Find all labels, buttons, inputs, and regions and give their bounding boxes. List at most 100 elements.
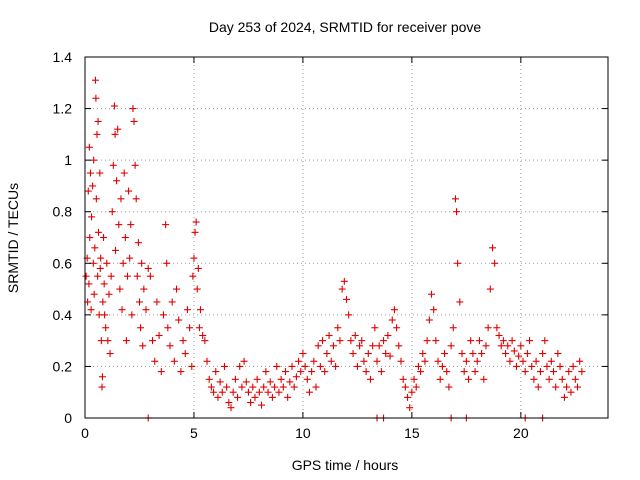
data-point [123, 272, 131, 280]
data-point [85, 280, 93, 288]
data-point [100, 234, 108, 241]
data-point [576, 357, 584, 365]
data-point [360, 357, 368, 365]
data-point [523, 350, 531, 358]
data-point [163, 259, 171, 267]
data-point [286, 378, 294, 386]
data-point [432, 337, 440, 345]
data-point [489, 244, 497, 252]
data-point [480, 375, 488, 383]
data-point [220, 362, 228, 370]
data-point [434, 357, 442, 365]
data-point [412, 383, 420, 391]
data-point [251, 393, 259, 401]
data-point [515, 352, 523, 360]
data-point [177, 368, 185, 376]
data-point [258, 401, 266, 409]
data-point [140, 285, 148, 293]
data-point [279, 383, 287, 391]
data-point [386, 352, 394, 360]
x-tick-label: 20 [513, 425, 529, 441]
data-point [393, 324, 401, 332]
data-point [519, 357, 527, 365]
data-point [482, 342, 490, 350]
data-point [334, 324, 342, 332]
data-point [223, 383, 231, 391]
x-tick-label: 10 [295, 425, 311, 441]
data-point [578, 368, 586, 376]
data-point [569, 362, 577, 370]
data-point [308, 368, 316, 376]
data-point [567, 388, 575, 396]
data-point [104, 337, 112, 345]
data-point [249, 383, 257, 391]
data-point [356, 342, 364, 350]
data-point [205, 375, 213, 383]
data-point [115, 221, 123, 229]
data-point [203, 357, 211, 365]
data-point [462, 357, 470, 365]
data-point [484, 324, 492, 332]
data-point [132, 195, 140, 203]
data-point [395, 342, 403, 350]
data-point [465, 375, 473, 383]
data-point [336, 337, 344, 345]
data-point [467, 337, 475, 345]
data-point [301, 362, 309, 370]
data-point [122, 337, 130, 345]
data-point [236, 362, 244, 370]
data-point [105, 290, 113, 298]
data-point [499, 337, 507, 345]
data-point [255, 388, 263, 396]
data-point [397, 357, 405, 365]
data-point [475, 337, 483, 345]
data-point [194, 264, 202, 272]
data-point [558, 375, 566, 383]
data-point [271, 383, 279, 391]
data-point [142, 306, 150, 314]
data-point [358, 337, 366, 345]
data-point [375, 342, 383, 350]
data-point [371, 324, 379, 332]
plot-frame [84, 56, 609, 419]
data-point [153, 298, 161, 306]
data-point [530, 375, 538, 383]
data-point [264, 388, 272, 396]
data-point [90, 156, 98, 164]
data-point [430, 306, 438, 314]
data-point [404, 393, 412, 401]
data-point [95, 228, 103, 236]
data-point [227, 404, 235, 412]
data-point [338, 285, 346, 293]
data-point [242, 378, 250, 386]
y-tick-label: 0.2 [53, 358, 73, 374]
x-tick-labels: 0 5 10 15 20 [81, 425, 529, 441]
data-point [327, 357, 335, 365]
data-point [351, 331, 359, 339]
data-point [157, 368, 165, 376]
data-point [345, 311, 353, 319]
data-point [170, 357, 178, 365]
data-point [102, 324, 110, 332]
data-point [281, 368, 289, 376]
data-point [521, 368, 529, 376]
data-point [112, 246, 120, 254]
data-point [332, 362, 340, 370]
data-point [131, 161, 139, 169]
data-point [134, 239, 142, 247]
data-point [238, 383, 246, 391]
data-point [144, 264, 152, 272]
data-point [377, 368, 385, 376]
chart-title: Day 253 of 2024, SRMTID for receiver pov… [209, 19, 482, 35]
data-point [453, 208, 461, 216]
y-tick-label: 1.2 [53, 101, 73, 117]
data-point [292, 373, 300, 381]
data-point [554, 350, 562, 358]
data-point [449, 324, 457, 332]
data-point [146, 272, 154, 280]
data-point [93, 130, 101, 138]
data-point [101, 311, 109, 319]
x-tick-label: 15 [404, 425, 420, 441]
data-point [89, 182, 97, 190]
data-point [262, 368, 270, 376]
